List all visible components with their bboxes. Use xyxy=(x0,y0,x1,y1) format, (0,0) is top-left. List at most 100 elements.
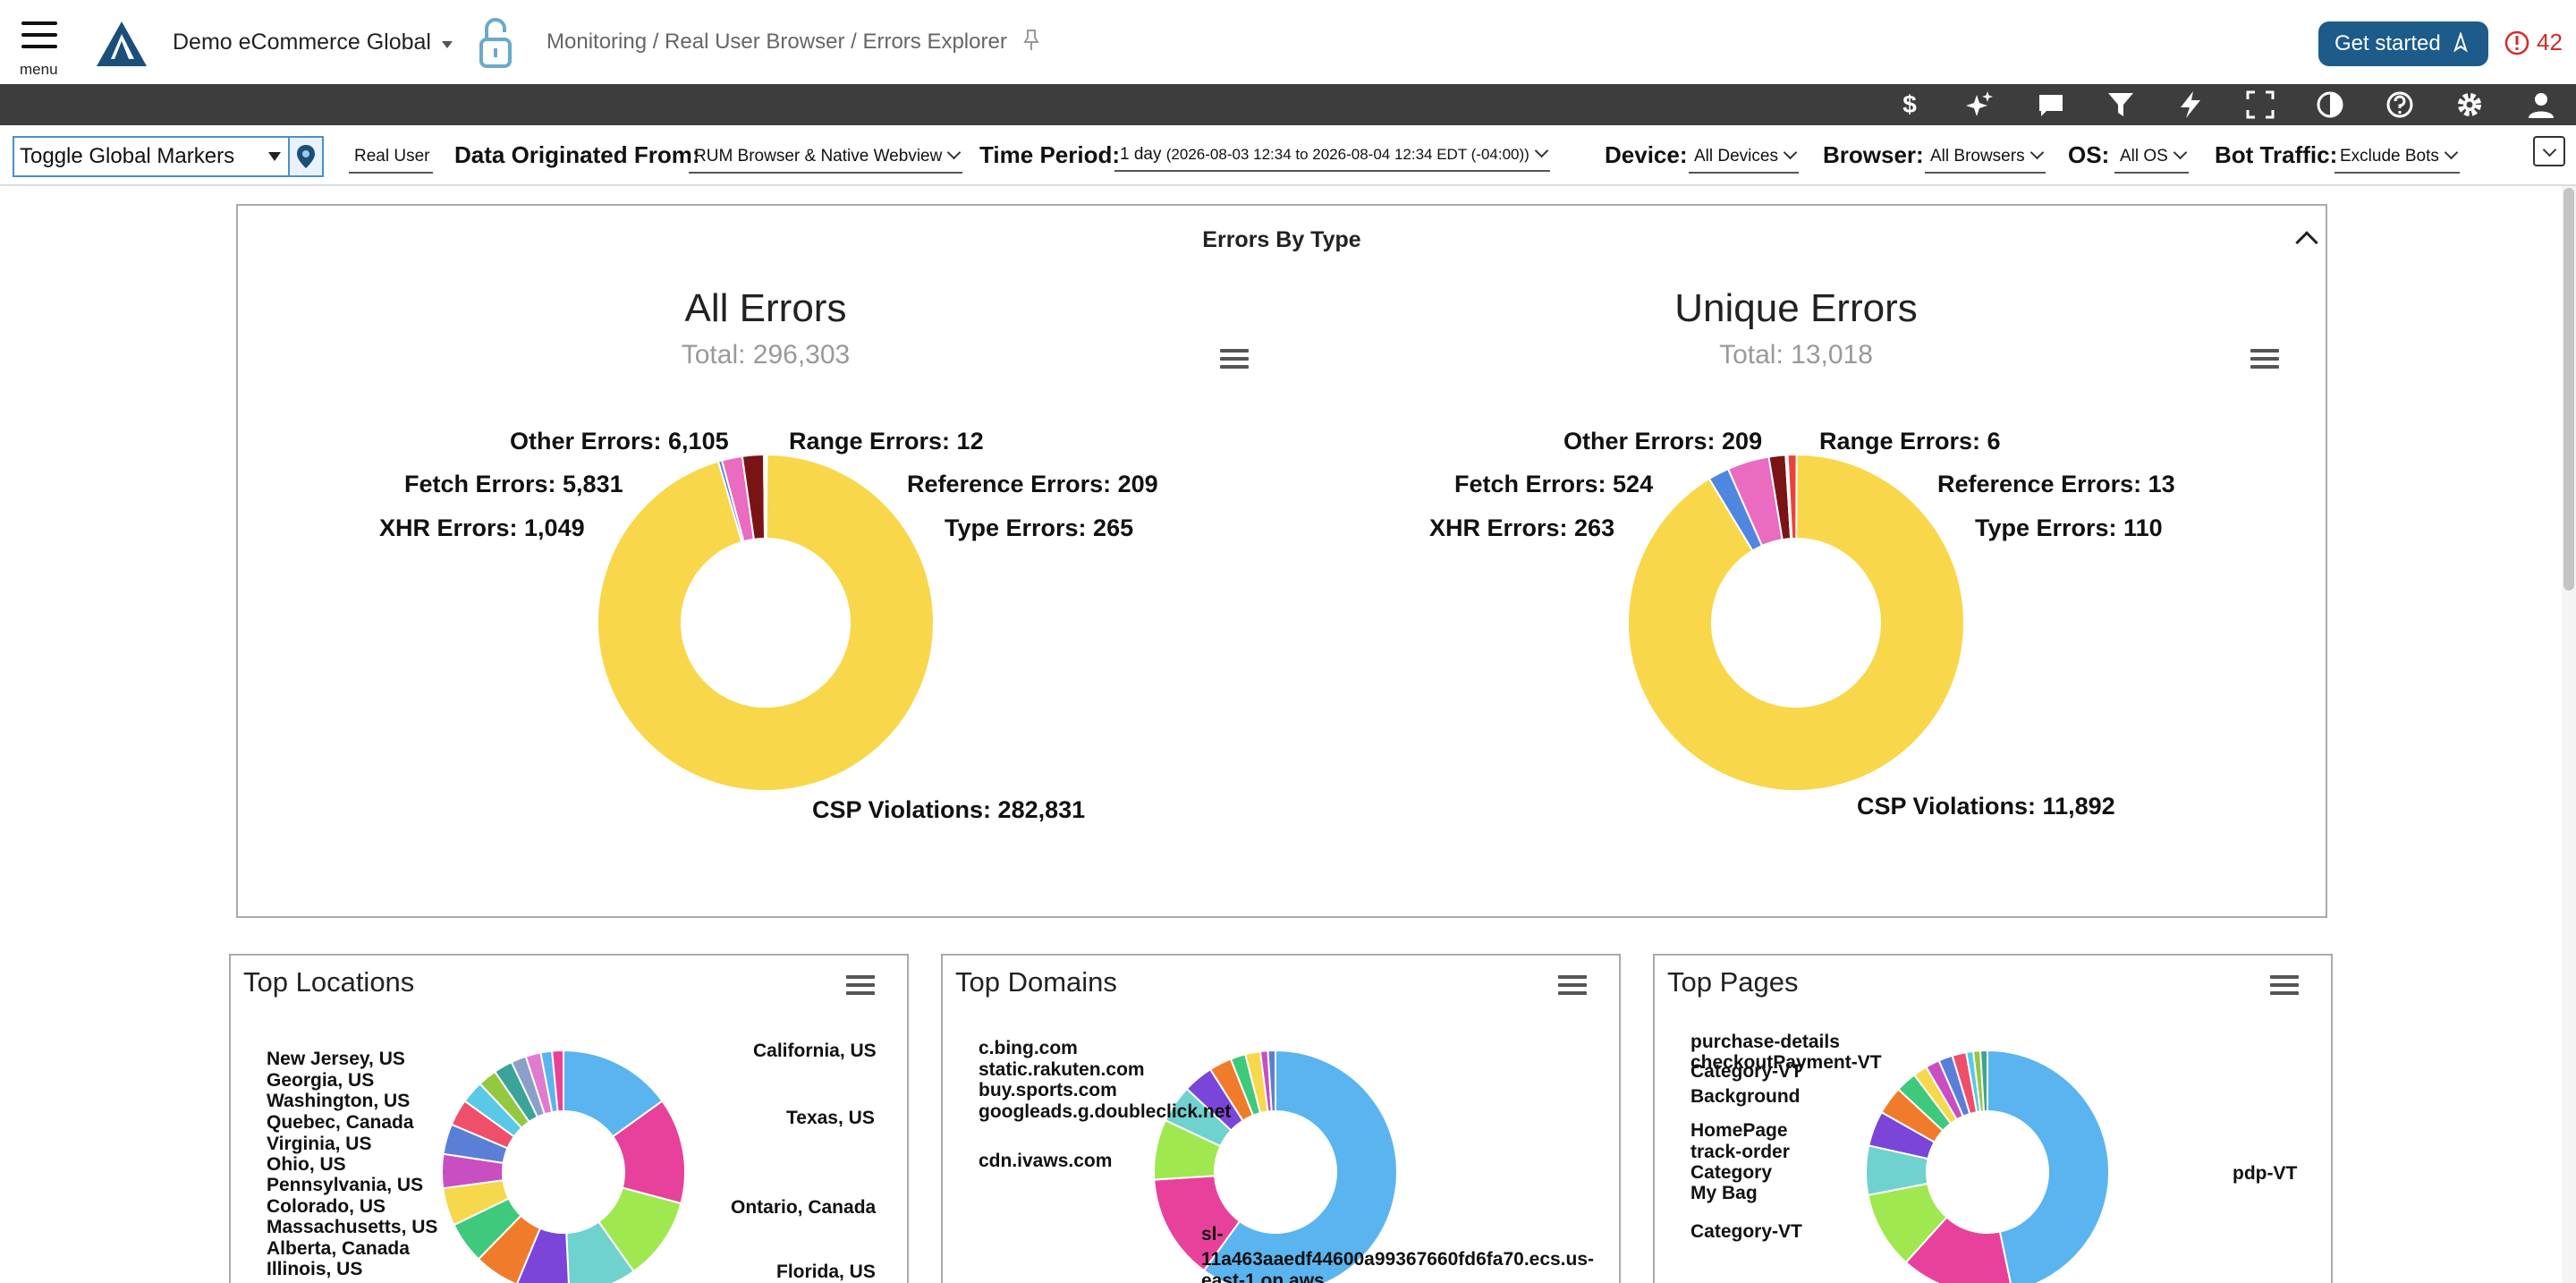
unique-errors-donut xyxy=(1627,453,1965,792)
top-domains-panel xyxy=(941,954,1621,1283)
slice-csp-violations[interactable] xyxy=(597,453,935,792)
alerts-indicator[interactable]: 42 xyxy=(2504,29,2563,56)
menu-bar xyxy=(21,21,57,25)
global-markers-select[interactable]: Toggle Global Markers xyxy=(13,136,290,177)
real-user-tab[interactable]: Real User xyxy=(349,143,434,174)
unique-other-label: Other Errors: 209 xyxy=(1563,428,1763,455)
all-errors-donut xyxy=(597,453,935,792)
page-label: pdp-VT xyxy=(2233,1163,2298,1184)
location-label: New Jersey, US xyxy=(267,1049,405,1069)
fullscreen-icon[interactable] xyxy=(2245,89,2275,120)
domain-label: east-1.on.aws xyxy=(1201,1270,1325,1283)
bolt-icon[interactable] xyxy=(2175,89,2206,120)
map-pin-icon xyxy=(297,145,315,168)
slice-csp-violations[interactable] xyxy=(1627,453,1965,792)
unique-range-label: Range Errors: 6 xyxy=(1819,428,2001,455)
menu-bar xyxy=(2270,983,2299,987)
os-dropdown[interactable]: All OS xyxy=(2114,143,2189,174)
domain-label: buy.sports.com xyxy=(979,1080,1117,1100)
top-pages-title: Top Pages xyxy=(1667,966,1799,998)
location-label: Virginia, US xyxy=(267,1134,372,1154)
menu-bar xyxy=(21,45,57,48)
alert-icon xyxy=(2504,30,2529,55)
pin-icon[interactable] xyxy=(1022,29,1040,52)
all-fetch-label: Fetch Errors: 5,831 xyxy=(404,471,623,497)
origin-label: Data Originated From: xyxy=(454,141,700,168)
chart-menu-icon[interactable] xyxy=(1558,975,1587,997)
unique-reference-label: Reference Errors: 13 xyxy=(1937,471,2175,497)
origin-value: RUM Browser & Native Webview xyxy=(694,147,943,166)
scrollbar-thumb[interactable] xyxy=(2563,188,2574,591)
page-label: Category xyxy=(1690,1162,1773,1183)
unique-type-label: Type Errors: 110 xyxy=(1975,514,2163,541)
chart-menu-icon[interactable] xyxy=(846,975,875,997)
help-icon[interactable] xyxy=(2385,89,2415,120)
page-label: track-order xyxy=(1690,1142,1790,1162)
filter-bar xyxy=(0,125,2576,186)
top-locations-panel xyxy=(229,954,909,1283)
all-reference-label: Reference Errors: 209 xyxy=(907,471,1158,497)
chart-menu-icon[interactable] xyxy=(1220,349,1249,370)
get-started-label: Get started xyxy=(2334,31,2441,55)
browser-dropdown[interactable]: All Browsers xyxy=(1925,143,2046,174)
page-label: checkoutPayment-VT xyxy=(1690,1052,1882,1073)
slice-type-errors[interactable] xyxy=(765,453,768,540)
top-domains-donut xyxy=(1153,1049,1398,1283)
settings-icon[interactable] xyxy=(2454,89,2485,120)
menu-bar xyxy=(2250,349,2279,353)
location-label: Washington, US xyxy=(267,1091,411,1111)
donut-slice[interactable] xyxy=(1202,1049,1398,1283)
origin-dropdown[interactable]: RUM Browser & Native Webview xyxy=(689,143,963,174)
location-label: Colorado, US xyxy=(267,1196,386,1217)
filter-icon[interactable] xyxy=(2106,89,2136,120)
location-label: Ontario, Canada xyxy=(731,1197,877,1218)
get-started-button[interactable]: Get started xyxy=(2318,21,2488,66)
menu-bar xyxy=(1220,357,1249,361)
bot-label: Bot Traffic: xyxy=(2215,141,2338,168)
location-label: Massachusetts, US xyxy=(267,1217,438,1237)
slice-type-errors[interactable] xyxy=(1786,454,1798,540)
top-header: menu Demo eCommerce Global Monitoring / … xyxy=(0,0,2576,84)
sparkle-icon[interactable] xyxy=(1964,89,1995,120)
domain-label: c.bing.com xyxy=(979,1038,1078,1058)
chevron-down-icon xyxy=(947,145,962,160)
contrast-icon[interactable] xyxy=(2315,89,2345,120)
menu-bar xyxy=(1220,349,1249,353)
device-label: Device: xyxy=(1605,141,1688,168)
period-dropdown[interactable]: 1 day (2026-08-03 12:34 to 2026-08-04 12… xyxy=(1114,141,1550,172)
user-icon[interactable] xyxy=(2526,89,2556,120)
period-label: Time Period: xyxy=(979,141,1121,168)
chart-menu-icon[interactable] xyxy=(2270,975,2299,997)
location-marker-button[interactable] xyxy=(288,136,324,177)
all-other-label: Other Errors: 6,105 xyxy=(510,428,729,455)
donut-slice[interactable] xyxy=(1267,1049,1276,1113)
menu-label: menu xyxy=(20,61,58,78)
location-label: Illinois, US xyxy=(267,1259,363,1279)
brand-logo[interactable] xyxy=(95,20,148,68)
donut-slice[interactable] xyxy=(1979,1049,1988,1113)
unique-csp-label: CSP Violations: 11,892 xyxy=(1857,793,2115,820)
browser-label: Browser: xyxy=(1823,141,1924,168)
menu-bar xyxy=(2250,365,2279,369)
unique-xhr-label: XHR Errors: 263 xyxy=(1429,514,1615,541)
expand-filters-button[interactable] xyxy=(2533,136,2565,166)
donut-slice[interactable] xyxy=(565,1220,635,1283)
workspace-dropdown-icon[interactable] xyxy=(442,41,453,48)
breadcrumb[interactable]: Monitoring / Real User Browser / Errors … xyxy=(547,30,1007,54)
workspace-name[interactable]: Demo eCommerce Global xyxy=(173,30,431,55)
domain-label: 11a463aaedf44600a99367660fd6fa70.ecs.us- xyxy=(1201,1249,1595,1270)
os-label: OS: xyxy=(2068,141,2110,168)
donut-slice[interactable] xyxy=(516,1227,570,1283)
menu-button[interactable] xyxy=(21,21,61,57)
donut-slice[interactable] xyxy=(1987,1049,2110,1283)
donut-slice[interactable] xyxy=(551,1049,564,1113)
chat-icon[interactable] xyxy=(2036,89,2066,120)
bot-dropdown[interactable]: Exclude Bots xyxy=(2334,143,2460,174)
select-caret-icon xyxy=(268,152,281,161)
unlock-icon[interactable] xyxy=(478,16,513,70)
top-domains-title: Top Domains xyxy=(955,966,1117,998)
location-label: Texas, US xyxy=(786,1108,875,1128)
chart-menu-icon[interactable] xyxy=(2250,349,2279,370)
dollar-icon[interactable]: $ xyxy=(1902,90,1917,118)
device-dropdown[interactable]: All Devices xyxy=(1689,143,1799,174)
